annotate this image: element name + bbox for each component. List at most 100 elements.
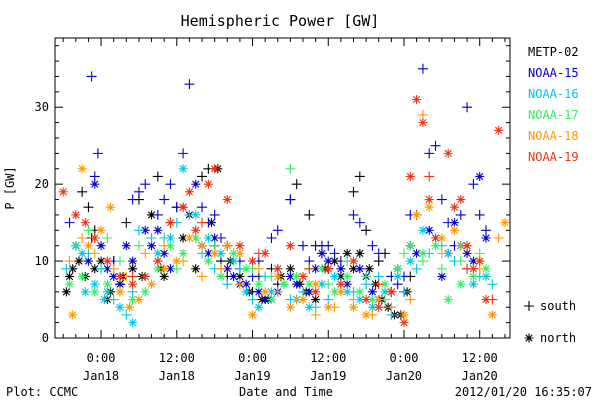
x-axis-label: Date and Time	[239, 385, 333, 399]
y-tick-label: 20	[35, 177, 49, 191]
data-point-south	[436, 248, 447, 259]
data-point-north	[68, 310, 78, 320]
data-point-south	[197, 217, 208, 228]
data-point-north	[115, 302, 125, 312]
data-point-south	[367, 240, 378, 251]
data-point-north	[165, 233, 175, 243]
data-point-north	[260, 287, 270, 297]
data-point-south	[133, 240, 144, 251]
data-point-north	[178, 248, 188, 258]
legend-entry: NOAA-15	[528, 66, 579, 80]
data-point-north	[121, 241, 131, 251]
data-point-south	[152, 209, 163, 220]
data-point-south	[121, 217, 132, 228]
data-point-south	[77, 186, 88, 197]
data-point-north	[487, 310, 497, 320]
data-point-north	[159, 248, 169, 258]
data-point-north	[96, 256, 106, 266]
data-point-north	[481, 264, 491, 274]
data-point-north	[241, 264, 251, 274]
data-point-south	[83, 225, 94, 236]
data-point-north	[90, 179, 100, 189]
data-point-north	[437, 271, 447, 281]
footer-source: Plot: CCMC	[6, 385, 78, 399]
data-point-north	[102, 279, 112, 289]
data-point-north	[210, 164, 220, 174]
data-point-south	[493, 233, 504, 243]
data-point-north	[374, 295, 384, 305]
plot-frame	[54, 37, 511, 339]
data-point-north	[140, 271, 150, 281]
data-point-north	[128, 279, 138, 289]
marker-legend-label: north	[540, 331, 576, 345]
data-point-north	[449, 218, 459, 228]
data-point-north	[153, 225, 163, 235]
y-tick-label: 0	[42, 331, 49, 345]
data-point-north	[191, 225, 201, 235]
data-point-south	[487, 279, 498, 290]
x-tick-date-label: Jan20	[462, 369, 498, 383]
chart-title: Hemispheric Power [GW]	[181, 12, 380, 30]
data-point-north	[330, 271, 340, 281]
data-point-north	[235, 248, 245, 258]
data-point-north	[248, 256, 258, 266]
data-point-south	[89, 248, 100, 259]
data-point-north	[140, 225, 150, 235]
data-point-north	[153, 264, 163, 274]
data-point-north	[317, 264, 327, 274]
x-tick-time-label: 12:00	[159, 351, 195, 365]
data-point-north	[393, 264, 403, 274]
data-point-south	[108, 294, 119, 305]
data-point-north	[222, 241, 232, 251]
data-point-north	[216, 271, 226, 281]
data-point-north	[462, 248, 472, 258]
data-point-south	[197, 271, 208, 282]
data-point-north	[298, 271, 308, 281]
data-point-north	[348, 264, 358, 274]
data-point-north	[304, 287, 314, 297]
data-point-north	[115, 287, 125, 297]
data-point-south	[266, 233, 277, 243]
footer-timestamp: 2012/01/20 16:35:07	[455, 385, 592, 399]
data-point-north	[159, 271, 169, 281]
x-tick-date-label: Jan18	[83, 369, 119, 383]
data-point-south	[96, 263, 107, 274]
data-point-north	[311, 279, 321, 289]
data-point-north	[367, 302, 377, 312]
data-point-north	[266, 287, 276, 297]
data-point-north	[65, 279, 75, 289]
data-point-south	[70, 240, 81, 251]
data-point-north	[336, 279, 346, 289]
data-point-north	[254, 302, 264, 312]
data-point-north	[229, 248, 239, 258]
data-point-north	[405, 171, 415, 181]
data-point-north	[191, 264, 201, 274]
data-point-north	[285, 302, 295, 312]
data-point-north	[74, 256, 84, 266]
data-point-north	[405, 256, 415, 266]
data-point-north	[418, 248, 428, 258]
data-point-north	[165, 241, 175, 251]
data-point-north	[323, 264, 333, 274]
y-axis-label: P [GW]	[3, 166, 17, 209]
data-point-south	[146, 233, 157, 243]
data-point-south	[234, 279, 245, 290]
data-point-north	[285, 271, 295, 281]
data-point-north	[106, 202, 116, 212]
data-point-north	[412, 210, 422, 220]
data-point-south	[178, 148, 189, 159]
data-point-north	[191, 233, 201, 243]
data-point-north	[317, 248, 327, 258]
data-point-north	[58, 187, 68, 197]
x-tick-date-label: Jan19	[310, 369, 346, 383]
data-point-north	[90, 264, 100, 274]
data-point-south	[215, 263, 226, 274]
data-point-north	[102, 287, 112, 297]
data-point-south	[140, 179, 151, 190]
data-point-south	[354, 217, 365, 228]
data-point-north	[462, 241, 472, 251]
data-point-north	[147, 279, 157, 289]
data-point-north	[254, 287, 264, 297]
data-point-south	[133, 225, 144, 236]
